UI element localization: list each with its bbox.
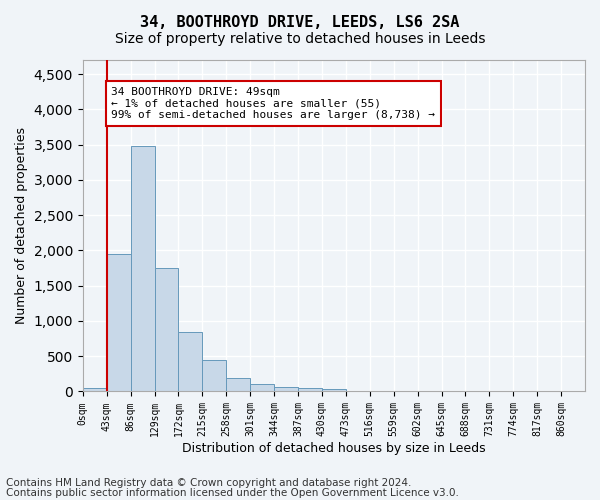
Text: 34, BOOTHROYD DRIVE, LEEDS, LS6 2SA: 34, BOOTHROYD DRIVE, LEEDS, LS6 2SA xyxy=(140,15,460,30)
Text: 34 BOOTHROYD DRIVE: 49sqm
← 1% of detached houses are smaller (55)
99% of semi-d: 34 BOOTHROYD DRIVE: 49sqm ← 1% of detach… xyxy=(112,87,436,120)
Bar xyxy=(298,388,322,392)
Bar xyxy=(178,332,202,392)
Text: Size of property relative to detached houses in Leeds: Size of property relative to detached ho… xyxy=(115,32,485,46)
Text: Contains public sector information licensed under the Open Government Licence v3: Contains public sector information licen… xyxy=(6,488,459,498)
Bar xyxy=(155,268,178,392)
Text: Contains HM Land Registry data © Crown copyright and database right 2024.: Contains HM Land Registry data © Crown c… xyxy=(6,478,412,488)
Bar xyxy=(226,378,250,392)
Bar xyxy=(250,384,274,392)
Bar xyxy=(274,387,298,392)
Bar xyxy=(322,388,346,392)
X-axis label: Distribution of detached houses by size in Leeds: Distribution of detached houses by size … xyxy=(182,442,486,455)
Bar xyxy=(131,146,155,392)
Bar xyxy=(107,254,131,392)
Y-axis label: Number of detached properties: Number of detached properties xyxy=(15,127,28,324)
Bar xyxy=(202,360,226,392)
Bar xyxy=(83,388,107,392)
